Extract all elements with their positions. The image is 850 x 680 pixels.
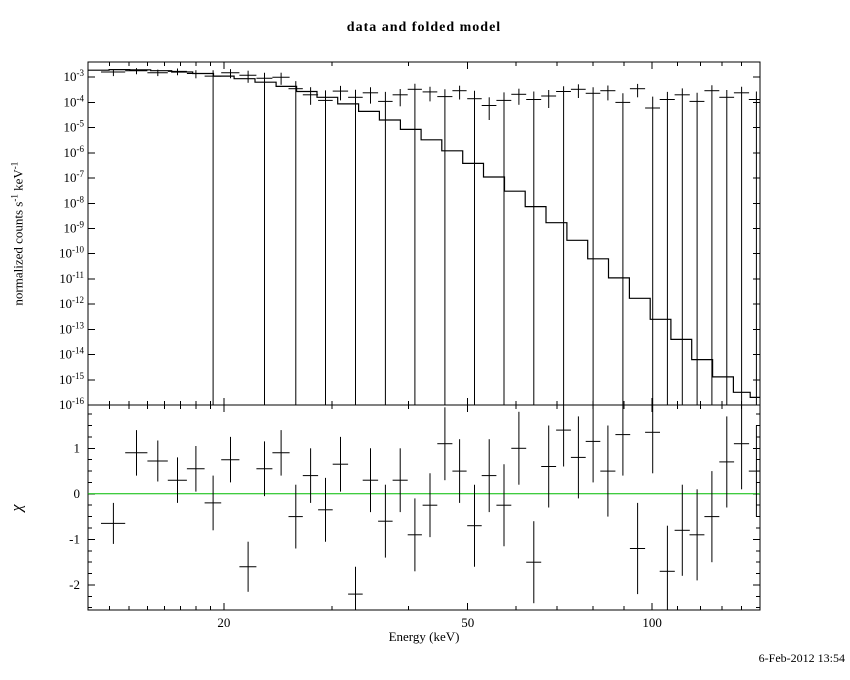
y-axis-label-wrap: normalized counts s-1 keV-1 (0, 62, 36, 405)
svg-text:10-13: 10-13 (59, 320, 84, 336)
svg-text:10-11: 10-11 (59, 270, 84, 286)
svg-text:10-9: 10-9 (64, 220, 85, 236)
svg-text:10-4: 10-4 (64, 93, 85, 109)
svg-text:10-5: 10-5 (64, 119, 85, 135)
svg-text:10-7: 10-7 (64, 169, 85, 185)
svg-text:10-8: 10-8 (64, 194, 85, 210)
svg-text:1: 1 (74, 440, 81, 455)
x-axis-label: Energy (keV) (388, 629, 460, 644)
svg-text:10-10: 10-10 (59, 245, 84, 261)
svg-text:10-3: 10-3 (64, 68, 85, 84)
plot-title: data and folded model (346, 20, 502, 35)
svg-text:10-16: 10-16 (59, 396, 84, 412)
svg-text:-1: -1 (69, 531, 80, 546)
chi-axis-label: χ (8, 503, 26, 512)
svg-text:10-15: 10-15 (59, 371, 84, 387)
chi-axis-label-wrap: χ (0, 405, 36, 610)
axes-frame (87, 61, 761, 611)
svg-text:10-6: 10-6 (64, 144, 85, 160)
spectrum-data-points (101, 68, 760, 405)
svg-text:10-14: 10-14 (59, 346, 84, 362)
svg-text:10-12: 10-12 (59, 295, 84, 311)
model-step-line (88, 69, 760, 398)
y-axis-label-text2: keV (10, 169, 26, 194)
y-axis-label: normalized counts s-1 keV-1 (9, 162, 26, 306)
residual-data-points (101, 405, 760, 610)
y-axis-label-sup2: -1 (9, 161, 20, 170)
y-axis-label-text: normalized counts s (10, 201, 26, 306)
svg-text:0: 0 (74, 486, 81, 501)
x-tick-labels: 20 50 100 (217, 615, 661, 630)
plot-timestamp: 6-Feb-2012 13:54 (758, 651, 845, 665)
svg-text:20: 20 (217, 615, 230, 630)
y-tick-labels-top: 10-3 10-4 10-5 10-6 10-7 10-8 10-9 10-10 10-11 10… (59, 68, 84, 412)
y-tick-labels-bottom: 1 0 -1 -2 (69, 440, 80, 592)
axis-ticks (88, 62, 761, 610)
svg-text:50: 50 (461, 615, 474, 630)
y-axis-label-sup1: -1 (9, 193, 20, 202)
svg-text:-2: -2 (69, 577, 80, 592)
svg-text:100: 100 (642, 615, 662, 630)
